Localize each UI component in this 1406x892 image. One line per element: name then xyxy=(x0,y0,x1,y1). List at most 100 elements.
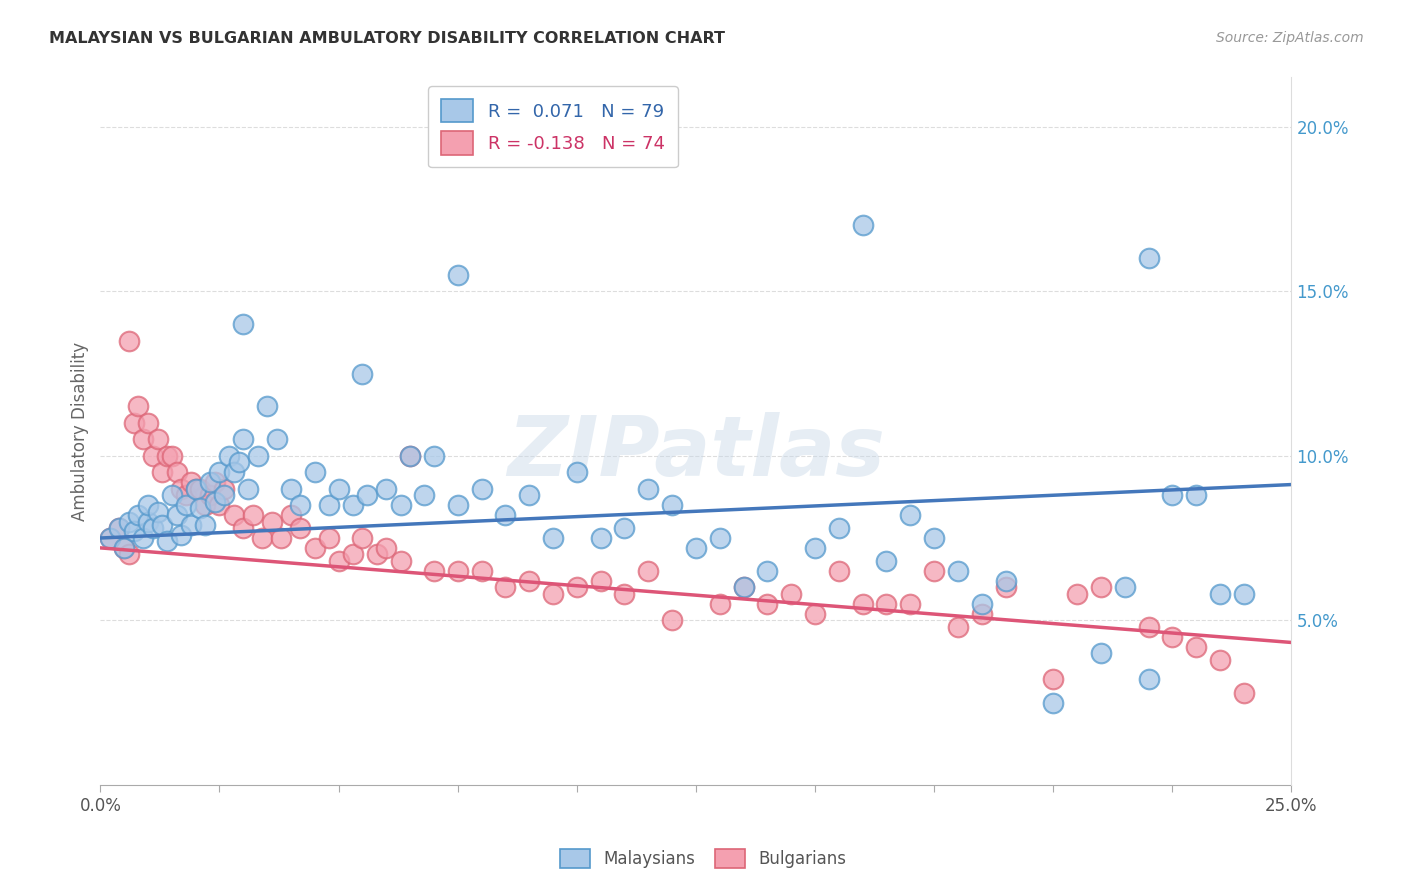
Point xyxy=(108,521,131,535)
Point xyxy=(1233,587,1256,601)
Point xyxy=(1042,696,1064,710)
Point xyxy=(127,400,149,414)
Point xyxy=(733,580,755,594)
Point xyxy=(1209,587,1232,601)
Point xyxy=(352,531,374,545)
Point xyxy=(270,531,292,545)
Point xyxy=(733,580,755,594)
Text: ZIPatlas: ZIPatlas xyxy=(508,412,884,492)
Point xyxy=(146,505,169,519)
Point xyxy=(922,564,945,578)
Point xyxy=(1161,630,1184,644)
Point xyxy=(613,587,636,601)
Point xyxy=(108,521,131,535)
Point xyxy=(970,607,993,621)
Point xyxy=(756,597,779,611)
Point xyxy=(170,482,193,496)
Point xyxy=(375,482,398,496)
Point xyxy=(898,508,921,522)
Point xyxy=(328,482,350,496)
Point xyxy=(136,498,159,512)
Text: MALAYSIAN VS BULGARIAN AMBULATORY DISABILITY CORRELATION CHART: MALAYSIAN VS BULGARIAN AMBULATORY DISABI… xyxy=(49,31,725,46)
Point xyxy=(565,580,588,594)
Point xyxy=(661,498,683,512)
Point xyxy=(637,482,659,496)
Point xyxy=(423,564,446,578)
Point xyxy=(1233,686,1256,700)
Point xyxy=(222,508,245,522)
Point xyxy=(447,564,470,578)
Point xyxy=(1066,587,1088,601)
Point xyxy=(470,564,492,578)
Point xyxy=(142,449,165,463)
Point xyxy=(1137,252,1160,266)
Point xyxy=(517,574,540,588)
Point xyxy=(222,465,245,479)
Point xyxy=(160,449,183,463)
Point xyxy=(994,580,1017,594)
Point xyxy=(342,498,364,512)
Point xyxy=(212,488,235,502)
Point xyxy=(828,521,851,535)
Point xyxy=(122,524,145,539)
Point xyxy=(180,475,202,489)
Point xyxy=(208,498,231,512)
Point xyxy=(127,508,149,522)
Point xyxy=(1137,620,1160,634)
Point xyxy=(180,517,202,532)
Point xyxy=(399,449,422,463)
Point xyxy=(852,597,875,611)
Point xyxy=(208,465,231,479)
Point xyxy=(204,495,226,509)
Point xyxy=(304,541,326,555)
Point xyxy=(1090,646,1112,660)
Point xyxy=(875,554,897,568)
Point xyxy=(242,508,264,522)
Point xyxy=(685,541,707,555)
Point xyxy=(875,597,897,611)
Point xyxy=(280,482,302,496)
Point xyxy=(804,607,827,621)
Point xyxy=(352,367,374,381)
Point xyxy=(280,508,302,522)
Point xyxy=(156,449,179,463)
Point xyxy=(922,531,945,545)
Point xyxy=(661,613,683,627)
Point xyxy=(494,508,516,522)
Point xyxy=(780,587,803,601)
Point xyxy=(190,482,212,496)
Point xyxy=(190,501,212,516)
Point xyxy=(1042,673,1064,687)
Point xyxy=(328,554,350,568)
Point xyxy=(98,531,121,545)
Point xyxy=(565,465,588,479)
Point xyxy=(946,620,969,634)
Point xyxy=(232,521,254,535)
Point xyxy=(118,515,141,529)
Point xyxy=(413,488,436,502)
Point xyxy=(470,482,492,496)
Point xyxy=(828,564,851,578)
Point xyxy=(246,449,269,463)
Point xyxy=(142,521,165,535)
Point xyxy=(184,482,207,496)
Point xyxy=(589,574,612,588)
Point xyxy=(166,465,188,479)
Point xyxy=(256,400,278,414)
Point xyxy=(136,515,159,529)
Point xyxy=(112,541,135,555)
Point xyxy=(160,488,183,502)
Point xyxy=(194,498,217,512)
Point xyxy=(266,433,288,447)
Point xyxy=(423,449,446,463)
Point xyxy=(146,433,169,447)
Legend: Malaysians, Bulgarians: Malaysians, Bulgarians xyxy=(553,842,853,875)
Point xyxy=(156,534,179,549)
Point xyxy=(389,554,412,568)
Point xyxy=(194,517,217,532)
Point xyxy=(218,449,240,463)
Point xyxy=(970,597,993,611)
Point xyxy=(389,498,412,512)
Point xyxy=(122,416,145,430)
Point xyxy=(150,465,173,479)
